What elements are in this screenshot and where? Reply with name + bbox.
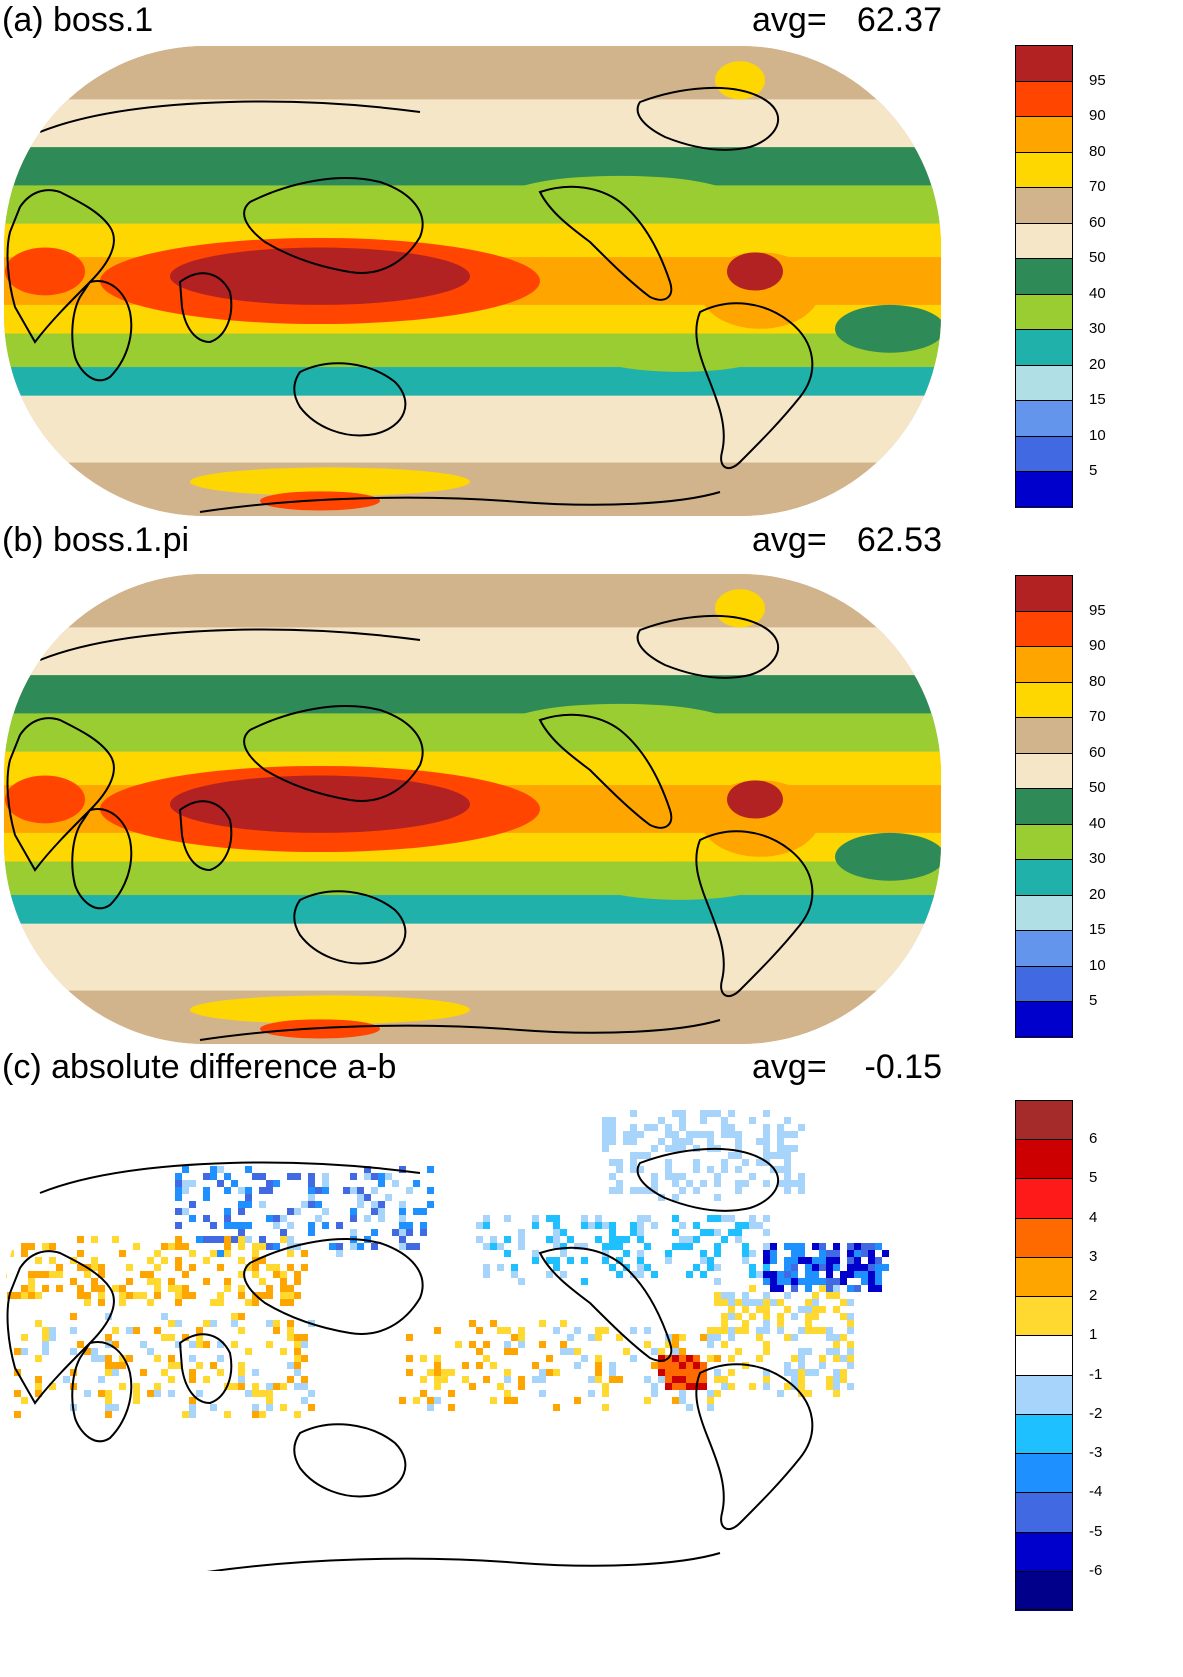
map-panel-a [4,46,941,516]
panel-average: avg= -0.15 [752,1047,942,1087]
colorbar-tick-label: 3 [1089,1247,1098,1265]
colorbar-c: 6 5 4 3 2 1 -1 -2 -3 -4 -5 -6 [1015,1100,1155,1611]
colorbar-swatch [1015,610,1073,647]
colorbar-swatch [1015,400,1073,437]
colorbar-swatch [1015,151,1073,188]
avg-label: avg= [752,1,827,39]
colorbar-tick-label: 90 [1089,107,1106,125]
panel-average: avg= 62.37 [752,0,942,40]
colorbar-b: 95 90 80 70 60 50 40 30 20 15 10 5 [1015,575,1155,1038]
colorbar-tick-label: 60 [1089,213,1106,231]
colorbar-tick-label: 20 [1089,355,1106,373]
colorbar-swatch [1015,646,1073,683]
colorbar-tick-label: 50 [1089,779,1106,797]
colorbar-tick-label: -1 [1089,1365,1103,1383]
colorbar-swatch [1015,1413,1073,1454]
colorbar-swatch [1015,1100,1073,1140]
colorbar-swatch [1015,752,1073,789]
colorbar-swatch [1015,1374,1073,1415]
colorbar-tick-label: 40 [1089,814,1106,832]
colorbar-tick-label: 30 [1089,320,1106,338]
colorbar-swatch [1015,116,1073,153]
colorbar-tick-label: 40 [1089,284,1106,302]
colorbar-tick-label: 15 [1089,391,1106,409]
panel-title: (a) boss.1 [2,1,154,39]
colorbar-tick-label: 2 [1089,1287,1098,1305]
colorbar-swatch [1015,258,1073,295]
colorbar-swatch [1015,930,1073,967]
colorbar-swatch [1015,1531,1073,1572]
colorbar-tick-label: 70 [1089,178,1106,196]
colorbar-tick-label: -2 [1089,1404,1103,1422]
colorbar-tick-label: 10 [1089,956,1106,974]
panel-average: avg= 62.53 [752,520,942,560]
colorbar-tick-label: 5 [1089,462,1098,480]
avg-value: -0.15 [864,1048,943,1086]
colorbar-swatch [1015,80,1073,117]
panel-title: (b) boss.1.pi [2,521,190,559]
colorbar-swatch [1015,1453,1073,1493]
colorbar-tick-label: 50 [1089,249,1106,267]
panel-b: (b) boss.1.pi avg= 62.53 95 90 80 70 60 50 40 3… [0,520,1183,1044]
colorbar-swatch [1015,364,1073,401]
colorbar-swatch [1015,1001,1073,1038]
colorbar-swatch [1015,823,1073,860]
colorbar-tick-label: 80 [1089,142,1106,160]
colorbar-tick-label: 95 [1089,71,1106,89]
avg-value: 62.37 [856,1,942,39]
colorbar-swatch [1015,1139,1073,1180]
colorbar-swatch [1015,1335,1073,1376]
colorbar-swatch [1015,293,1073,330]
colorbar-tick-label: 70 [1089,708,1106,726]
colorbar-tick-label: 1 [1089,1326,1098,1344]
colorbar-tick-label: -4 [1089,1483,1103,1501]
colorbar-swatch [1015,788,1073,825]
colorbar-tick-label: -5 [1089,1522,1103,1540]
colorbar-swatch [1015,329,1073,366]
colorbar-tick-label: 5 [1089,1169,1098,1187]
colorbar-tick-label: 95 [1089,601,1106,619]
colorbar-swatch [1015,1217,1073,1258]
avg-label: avg= [752,521,827,559]
colorbar-tick-label: 20 [1089,885,1106,903]
avg-label: avg= [752,1048,827,1086]
colorbar-tick-label: 10 [1089,426,1106,444]
colorbar-swatch [1015,471,1073,508]
panel-title: (c) absolute difference a-b [2,1048,397,1086]
colorbar-tick-label: 5 [1089,992,1098,1010]
map-panel-b [4,574,941,1044]
colorbar-tick-label: 60 [1089,743,1106,761]
colorbar-swatch [1015,681,1073,718]
colorbar-swatch [1015,717,1073,754]
colorbar-a: 95 90 80 70 60 50 40 30 20 15 10 5 [1015,45,1155,508]
colorbar-tick-label: 15 [1089,921,1106,939]
colorbar-swatch [1015,1570,1073,1611]
colorbar-swatch [1015,965,1073,1003]
colorbar-swatch [1015,222,1073,259]
map-panel-c [4,1107,941,1571]
colorbar-swatch [1015,45,1073,82]
colorbar-tick-label: 4 [1089,1208,1098,1226]
colorbar-swatch [1015,1296,1073,1336]
colorbar-tick-label: -3 [1089,1444,1103,1462]
colorbar-tick-label: -6 [1089,1561,1103,1579]
panel-c: (c) absolute difference a-b avg= -0.15 6… [0,1045,1183,1677]
colorbar-swatch [1015,1178,1073,1219]
colorbar-swatch [1015,435,1073,473]
colorbar-swatch [1015,1256,1073,1297]
colorbar-swatch [1015,859,1073,896]
colorbar-swatch [1015,894,1073,931]
colorbar-swatch [1015,1492,1073,1533]
avg-value: 62.53 [856,521,942,559]
colorbar-swatch [1015,187,1073,224]
colorbar-tick-label: 30 [1089,850,1106,868]
colorbar-swatch [1015,575,1073,612]
colorbar-tick-label: 80 [1089,672,1106,690]
colorbar-tick-label: 90 [1089,637,1106,655]
colorbar-tick-label: 6 [1089,1130,1098,1148]
panel-a: (a) boss.1 avg= 62.37 95 90 80 70 60 50 40 30 20… [0,0,1183,520]
